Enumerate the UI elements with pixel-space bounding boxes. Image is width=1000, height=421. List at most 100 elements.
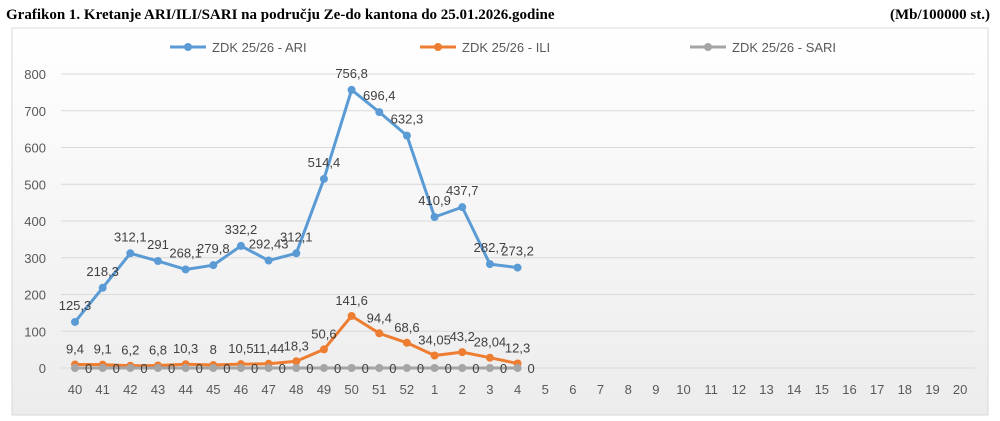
y-tick-label: 200 <box>24 288 46 303</box>
x-tick-label: 42 <box>123 382 137 397</box>
data-label: 291 <box>147 237 169 252</box>
data-label: 0 <box>472 361 479 376</box>
data-label: 632,3 <box>391 112 424 127</box>
data-label: 0 <box>500 361 507 376</box>
data-label: 0 <box>362 361 369 376</box>
data-label: 0 <box>85 361 92 376</box>
x-tick-label: 8 <box>625 382 632 397</box>
data-label: 43,2 <box>450 329 475 344</box>
y-tick-label: 800 <box>24 67 46 82</box>
x-tick-label: 47 <box>261 382 275 397</box>
x-tick-label: 45 <box>206 382 220 397</box>
legend-marker <box>704 43 712 51</box>
data-label: 34,05 <box>418 332 451 347</box>
data-label: 218,3 <box>86 264 119 279</box>
y-tick-label: 500 <box>24 177 46 192</box>
data-point <box>375 364 384 372</box>
data-label: 9,1 <box>94 342 112 357</box>
data-point <box>319 364 328 372</box>
data-label: 0 <box>140 361 147 376</box>
data-label: 279,8 <box>197 241 230 256</box>
y-tick-label: 300 <box>24 251 46 266</box>
x-tick-label: 52 <box>400 382 414 397</box>
data-label: 410,9 <box>418 193 451 208</box>
x-tick-label: 50 <box>344 382 358 397</box>
x-tick-label: 5 <box>542 382 549 397</box>
x-tick-label: 11 <box>704 382 718 397</box>
data-point <box>236 241 245 250</box>
x-tick-label: 12 <box>732 382 746 397</box>
data-label: 0 <box>417 361 424 376</box>
data-point <box>485 353 494 362</box>
data-point <box>513 263 522 272</box>
data-point <box>153 257 162 266</box>
data-point <box>153 364 162 372</box>
data-point <box>430 212 439 221</box>
data-label: 332,2 <box>225 222 258 237</box>
data-point <box>292 364 301 372</box>
data-label: 0 <box>334 361 341 376</box>
data-point <box>402 338 411 347</box>
x-tick-label: 13 <box>759 382 773 397</box>
x-tick-label: 46 <box>234 382 248 397</box>
data-point <box>126 364 135 372</box>
data-point <box>458 364 467 372</box>
x-tick-label: 41 <box>95 382 109 397</box>
data-point <box>485 260 494 269</box>
data-label: 282,7 <box>474 240 507 255</box>
x-tick-label: 9 <box>652 382 659 397</box>
data-label: 312,1 <box>280 229 313 244</box>
data-label: 18,3 <box>284 338 309 353</box>
data-point <box>264 256 273 265</box>
chart-title: Grafikon 1. Kretanje ARI/ILI/SARI na pod… <box>6 7 555 23</box>
x-tick-label: 43 <box>151 382 165 397</box>
data-point <box>98 364 107 372</box>
data-point <box>209 261 218 270</box>
x-tick-label: 48 <box>289 382 303 397</box>
data-point <box>375 108 384 117</box>
data-point <box>319 174 328 183</box>
x-tick-label: 1 <box>431 382 438 397</box>
legend-label: ZDK 25/26 - SARI <box>732 40 836 55</box>
data-label: 437,7 <box>446 183 479 198</box>
data-label: 0 <box>445 361 452 376</box>
data-label: 0 <box>196 361 203 376</box>
y-tick-label: 0 <box>39 361 46 376</box>
data-point <box>513 364 522 372</box>
data-label: 0 <box>279 361 286 376</box>
data-label: 6,8 <box>149 343 167 358</box>
y-tick-label: 700 <box>24 104 46 119</box>
data-point <box>71 364 79 372</box>
x-tick-label: 49 <box>317 382 331 397</box>
data-point <box>458 348 467 357</box>
data-label: 11,44 <box>253 341 285 356</box>
data-label: 514,4 <box>308 155 341 170</box>
data-point <box>402 364 411 372</box>
data-point <box>292 357 301 366</box>
x-tick-label: 2 <box>459 382 466 397</box>
data-label: 0 <box>113 361 120 376</box>
data-point <box>485 364 494 372</box>
x-tick-label: 15 <box>815 382 829 397</box>
x-tick-label: 7 <box>597 382 604 397</box>
data-label: 273,2 <box>501 244 534 259</box>
data-label: 10,5 <box>228 341 253 356</box>
legend-marker <box>434 43 442 51</box>
legend-label: ZDK 25/26 - ARI <box>212 40 307 55</box>
chart-subtitle: (Mb/100000 st.) <box>890 7 990 23</box>
data-label: 696,4 <box>363 88 396 103</box>
x-tick-label: 17 <box>870 382 884 397</box>
x-tick-label: 16 <box>842 382 856 397</box>
x-tick-label: 3 <box>486 382 493 397</box>
data-label: 6,2 <box>121 343 139 358</box>
data-label: 292,43 <box>249 237 289 252</box>
data-point <box>236 364 245 372</box>
data-label: 10,3 <box>173 341 198 356</box>
data-label: 28,04 <box>474 335 507 350</box>
y-tick-label: 600 <box>24 141 46 156</box>
data-point <box>209 364 218 372</box>
data-point <box>319 345 328 354</box>
data-label: 0 <box>223 361 230 376</box>
data-point <box>430 364 439 372</box>
